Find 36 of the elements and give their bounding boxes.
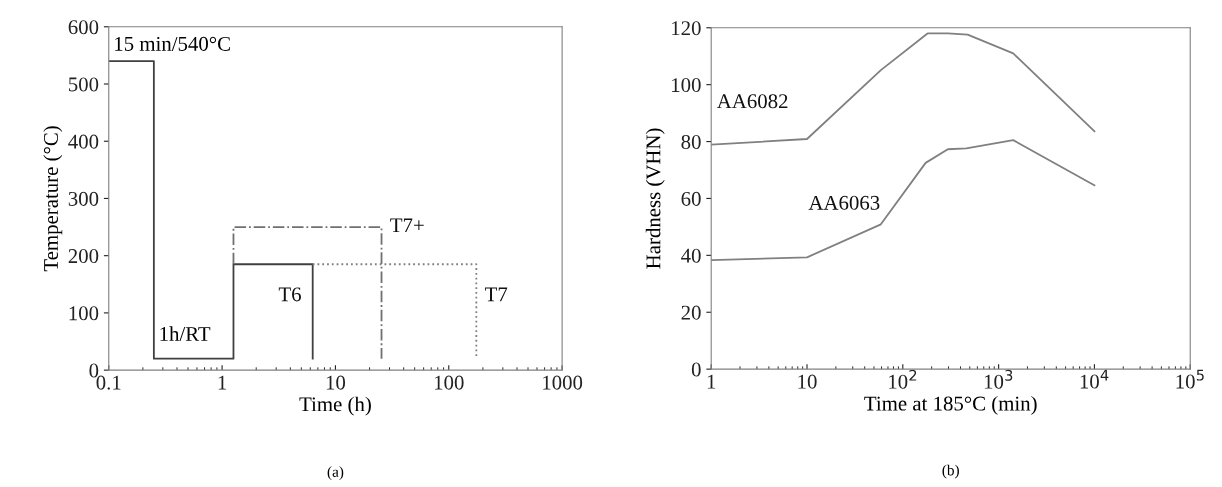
- series-label: T7+: [390, 218, 424, 233]
- y-tick-label: 60: [681, 191, 701, 206]
- x-tick-label: 10: [798, 374, 817, 389]
- y-tick-label: 80: [681, 134, 701, 149]
- x-tick-label: 1: [218, 375, 227, 390]
- y-axis-title: Hardness (VHN): [645, 128, 665, 269]
- x-axis-title: Time (h): [299, 396, 371, 416]
- y-tick-label: 200: [68, 249, 99, 264]
- y-tick-label: 300: [68, 191, 99, 206]
- y-tick-label: 120: [672, 21, 701, 36]
- y-tick-label: 600: [68, 20, 99, 35]
- x-tick-label: 10$^{3}$: [984, 369, 1013, 389]
- text: (b): [942, 464, 959, 479]
- x-tick-label: 10$^{4}$: [1080, 369, 1109, 389]
- x-tick-label: 10: [326, 375, 346, 390]
- x-tick-label: 1000: [543, 375, 583, 390]
- y-axis-title: Temperature (°C): [43, 126, 63, 272]
- x-tick-label: 1: [707, 374, 716, 389]
- text: (a): [327, 466, 344, 481]
- series-label: T7: [485, 287, 508, 302]
- x-tick-label: 10$^{2}$: [889, 369, 917, 389]
- x-axis-title: Time at 185°C (min): [864, 395, 1037, 415]
- y-tick-label: 400: [68, 134, 99, 149]
- y-tick-label: 20: [681, 305, 701, 320]
- series-label: T6: [278, 287, 301, 302]
- x-tick-label: 100: [434, 375, 464, 390]
- x-tick-label: 10$^{5}$: [1176, 369, 1204, 389]
- annotation: 15 min/540°C: [115, 36, 230, 51]
- series-label: AA6063: [808, 195, 880, 210]
- y-tick-label: 100: [69, 306, 99, 321]
- y-tick-label: 40: [681, 248, 701, 263]
- series-label: AA6082: [716, 94, 788, 109]
- y-tick-label: 0: [691, 362, 701, 377]
- annotation: 1h/RT: [160, 326, 211, 341]
- y-tick-label: 100: [672, 78, 701, 93]
- y-tick-label: 500: [69, 77, 99, 92]
